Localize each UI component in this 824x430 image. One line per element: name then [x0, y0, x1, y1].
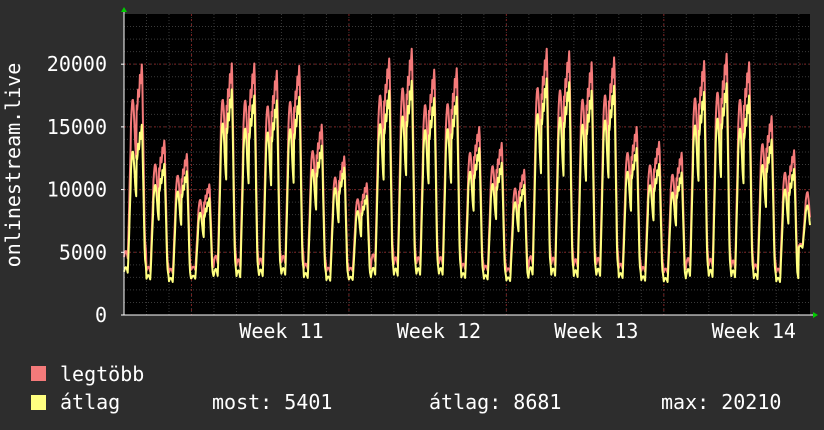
- x-tick-label: Week 13: [554, 319, 638, 343]
- legend-swatch-atlag: [31, 395, 46, 410]
- series-layer: [123, 47, 811, 283]
- y-tick-label: 20000: [47, 52, 107, 76]
- x-tick-label: Week 14: [712, 319, 796, 343]
- stat-most: most: 5401: [212, 390, 332, 414]
- stat-max: max: 20210: [661, 390, 781, 414]
- y-tick-label: 5000: [59, 240, 107, 264]
- x-axis-arrow: [813, 312, 818, 318]
- y-axis-label: onlinestream.live: [1, 63, 25, 268]
- ticks-layer: 0 5000 10000 15000 20000 Week 11 Week 12 Week 1…: [47, 52, 796, 343]
- legend: legtöbb átlag most: 5401 átlag: 8681 max…: [31, 362, 781, 414]
- legend-swatch-legtobb: [31, 366, 46, 381]
- x-tick-label: Week 11: [239, 319, 323, 343]
- legend-label-legtobb: legtöbb: [60, 362, 144, 386]
- y-tick-label: 0: [95, 303, 107, 327]
- x-tick-label: Week 12: [397, 319, 481, 343]
- y-axis-arrow: [121, 7, 127, 12]
- axes-layer: [121, 7, 818, 318]
- stat-atlag: átlag: 8681: [429, 390, 561, 414]
- y-tick-label: 15000: [47, 115, 107, 139]
- legend-label-atlag: átlag: [60, 390, 120, 414]
- series-line-atlag: [123, 77, 811, 283]
- y-tick-label: 10000: [47, 178, 107, 202]
- grid-layer: [124, 14, 810, 315]
